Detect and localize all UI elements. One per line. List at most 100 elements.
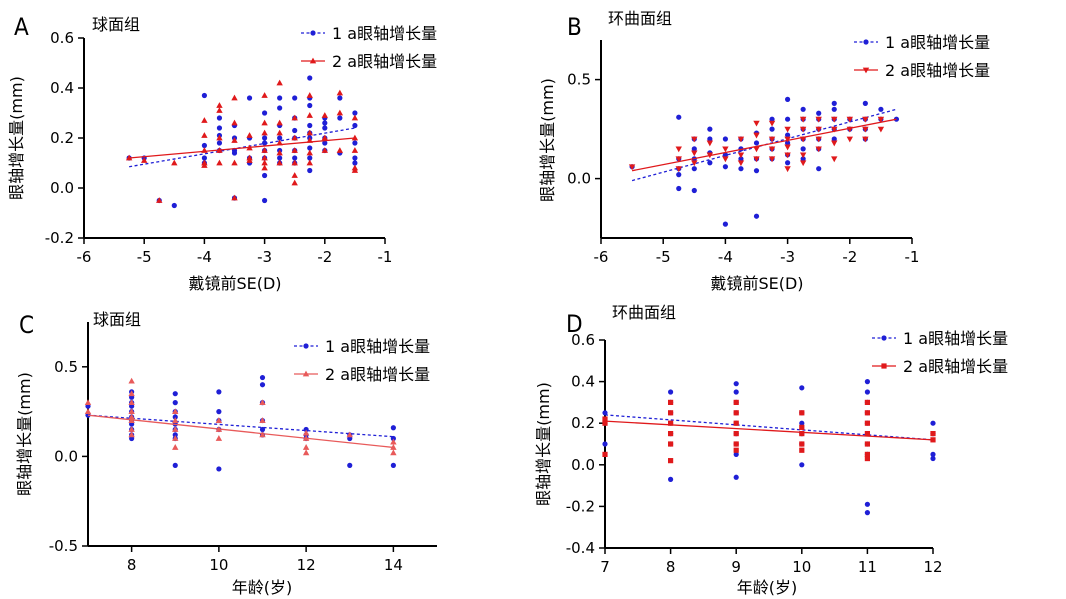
fit-line bbox=[87, 414, 394, 449]
data-point bbox=[691, 136, 698, 143]
y-tick-label: 0.0 bbox=[567, 170, 591, 188]
panel-title: 环曲面组 bbox=[608, 9, 672, 28]
data-point bbox=[277, 135, 283, 141]
data-point bbox=[799, 424, 805, 430]
data-point bbox=[862, 100, 868, 106]
panel-title: 球面组 bbox=[93, 310, 141, 329]
y-axis-title: 眼轴增长量(mm) bbox=[15, 372, 34, 496]
y-tick-label: 0.4 bbox=[571, 373, 595, 391]
data-point bbox=[84, 399, 92, 406]
data-point bbox=[172, 462, 178, 468]
x-axis-title: 戴镜前SE(D) bbox=[710, 274, 803, 293]
data-point bbox=[831, 136, 837, 142]
data-point bbox=[733, 381, 739, 387]
series-1 bbox=[126, 75, 358, 209]
data-point bbox=[231, 137, 238, 143]
data-point bbox=[259, 382, 266, 388]
data-point bbox=[831, 140, 838, 147]
data-point bbox=[864, 379, 871, 385]
x-tick-label: -3 bbox=[780, 248, 795, 266]
data-point bbox=[785, 96, 791, 102]
legend-entry-2: 2 a眼轴增长量 bbox=[872, 357, 1008, 376]
data-point bbox=[930, 431, 936, 437]
data-point bbox=[676, 114, 682, 120]
data-point bbox=[216, 107, 223, 113]
data-point bbox=[201, 117, 208, 123]
legend-label: 2 a眼轴增长量 bbox=[332, 52, 437, 71]
data-point bbox=[785, 132, 791, 138]
data-point bbox=[172, 391, 178, 397]
data-point bbox=[784, 144, 791, 151]
data-point bbox=[877, 126, 885, 133]
data-point bbox=[231, 94, 238, 101]
data-point bbox=[307, 75, 313, 81]
x-tick-label: 8 bbox=[666, 558, 676, 576]
data-point bbox=[292, 127, 298, 134]
data-point bbox=[668, 431, 674, 437]
data-point bbox=[261, 147, 268, 153]
data-point bbox=[277, 155, 283, 161]
legend-entry-1: 1 a眼轴增长量 bbox=[854, 33, 990, 52]
panel-title: 环曲面组 bbox=[612, 303, 676, 322]
data-point bbox=[706, 140, 714, 147]
data-point bbox=[201, 132, 208, 138]
data-point bbox=[201, 142, 207, 149]
data-point bbox=[347, 462, 353, 468]
data-point bbox=[216, 389, 222, 395]
data-point bbox=[799, 152, 807, 159]
y-tick-label: 0.6 bbox=[571, 331, 595, 349]
data-point bbox=[291, 179, 298, 186]
panel-letter: B bbox=[567, 13, 582, 41]
x-tick-label: -4 bbox=[718, 248, 733, 266]
series-1 bbox=[85, 374, 396, 472]
fit-line bbox=[604, 420, 934, 441]
y-tick-label: 0.4 bbox=[50, 79, 74, 97]
data-point bbox=[259, 417, 266, 423]
data-point bbox=[815, 116, 822, 123]
legend-label: 1 a眼轴增长量 bbox=[903, 329, 1008, 348]
data-point bbox=[291, 147, 298, 153]
data-point bbox=[307, 167, 313, 174]
data-point bbox=[259, 426, 266, 433]
data-point bbox=[722, 221, 729, 227]
x-tick-label: 14 bbox=[384, 556, 403, 574]
x-tick-label: 8 bbox=[127, 556, 137, 574]
data-point bbox=[216, 134, 223, 141]
data-point bbox=[707, 136, 713, 142]
data-point bbox=[322, 120, 328, 126]
x-tick-label: 12 bbox=[923, 558, 942, 576]
x-tick-label: -2 bbox=[317, 248, 332, 266]
data-point bbox=[800, 146, 806, 152]
data-point bbox=[864, 431, 870, 437]
legend-swatch-marker bbox=[863, 39, 869, 45]
data-point bbox=[864, 441, 870, 447]
legend-label: 2 a眼轴增长量 bbox=[325, 365, 430, 384]
data-point bbox=[156, 197, 163, 203]
data-point bbox=[352, 155, 358, 161]
data-point bbox=[172, 417, 179, 423]
data-point bbox=[785, 116, 791, 122]
legend-entry-1: 1 a眼轴增长量 bbox=[301, 24, 437, 43]
data-point bbox=[733, 410, 739, 416]
data-point bbox=[930, 451, 936, 457]
data-point bbox=[862, 136, 869, 143]
data-point bbox=[733, 389, 739, 395]
x-tick-label: -2 bbox=[842, 248, 857, 266]
data-point bbox=[172, 414, 178, 420]
data-point bbox=[172, 426, 179, 432]
data-point bbox=[322, 140, 328, 146]
data-point bbox=[846, 136, 853, 143]
series-1 bbox=[602, 379, 936, 516]
data-point bbox=[276, 149, 283, 156]
x-tick-label: 7 bbox=[600, 558, 610, 576]
data-point bbox=[816, 166, 822, 172]
data-point bbox=[172, 400, 178, 406]
data-point bbox=[216, 102, 223, 108]
series-2 bbox=[602, 399, 936, 464]
data-point bbox=[769, 126, 775, 132]
data-point bbox=[675, 166, 682, 173]
data-point bbox=[172, 435, 179, 441]
data-point bbox=[864, 420, 870, 426]
data-point bbox=[864, 399, 870, 405]
fit-line bbox=[129, 137, 355, 159]
